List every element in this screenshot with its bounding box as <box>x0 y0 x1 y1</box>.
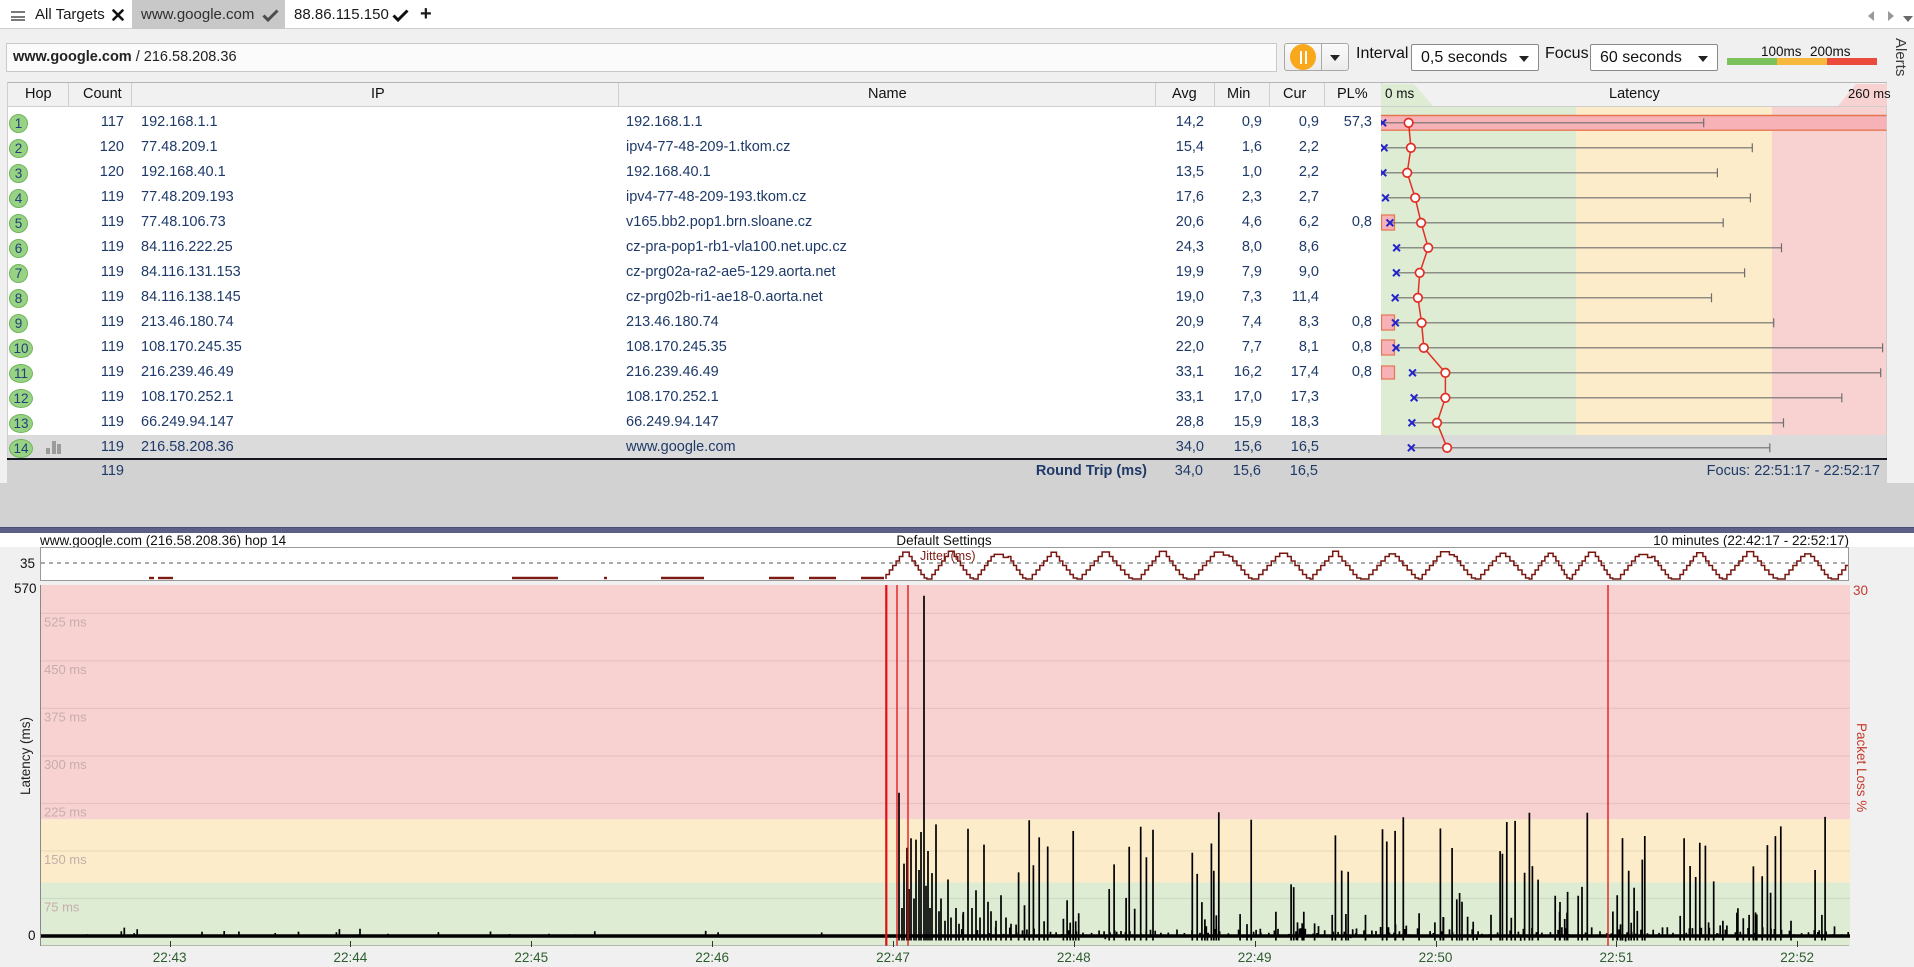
svg-text:150 ms: 150 ms <box>44 852 87 867</box>
svg-text:75 ms: 75 ms <box>44 900 80 915</box>
svg-text:225 ms: 225 ms <box>44 805 87 820</box>
svg-text:375 ms: 375 ms <box>44 709 87 724</box>
svg-text:300 ms: 300 ms <box>44 757 87 772</box>
svg-text:525 ms: 525 ms <box>44 614 87 629</box>
svg-text:450 ms: 450 ms <box>44 662 87 677</box>
